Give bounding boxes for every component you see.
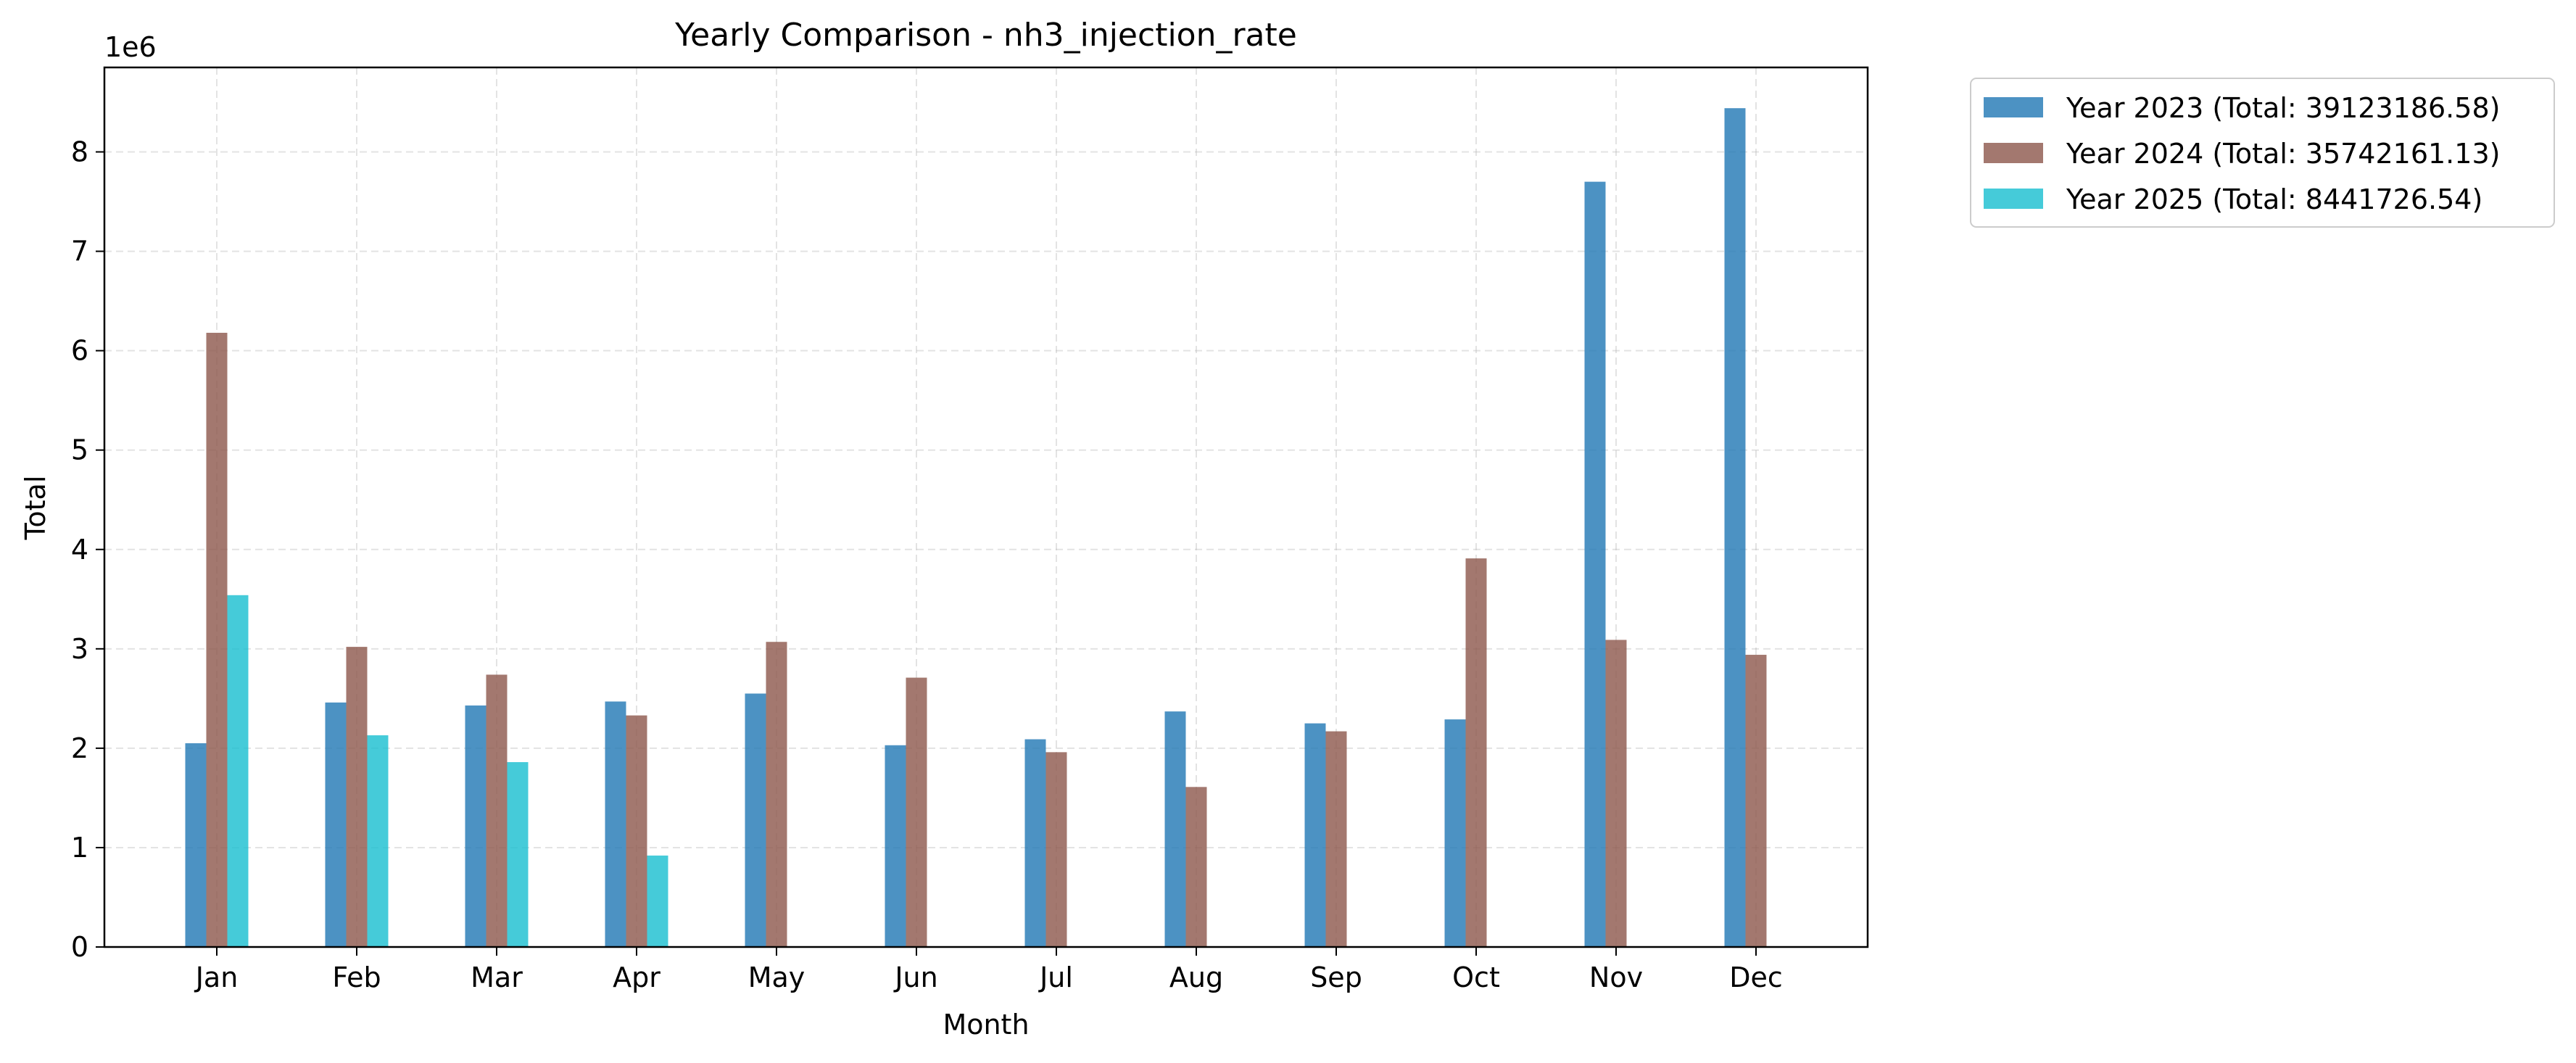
legend-frame (1970, 78, 2555, 228)
x-tick-label: Mar (471, 961, 523, 993)
legend-swatch (1984, 189, 2043, 209)
bar-1-mar (465, 705, 486, 947)
y-tick-label: 6 (71, 335, 88, 367)
y-tick-label: 5 (71, 434, 88, 466)
bar-3-apr (647, 855, 668, 947)
y-tick-label: 2 (71, 732, 88, 764)
y-tick-label: 8 (71, 136, 88, 168)
x-tick-label: Apr (613, 961, 660, 993)
x-axis-label: Month (943, 1009, 1029, 1041)
bar-1-jan (185, 743, 207, 947)
legend-swatch (1984, 97, 2043, 117)
x-tick-label: Jun (893, 961, 937, 993)
y-tick-label: 1 (71, 832, 88, 864)
bar-1-sep (1304, 723, 1326, 947)
plot-frame (103, 66, 1869, 948)
legend-swatch (1984, 143, 2043, 163)
x-tick-label: May (748, 961, 805, 993)
bar-3-mar (507, 762, 529, 947)
bar-2-jun (906, 677, 927, 947)
bar-1-apr (605, 701, 626, 947)
y-axis-label: Total (20, 476, 51, 541)
legend-label: Year 2025 (Total: 8441726.54) (2066, 183, 2482, 215)
legend: Year 2023 (Total: 39123186.58) Year 2024 … (1970, 78, 2555, 228)
bar-2-feb (346, 647, 368, 947)
bar-2-may (766, 642, 787, 947)
chart-title: Yearly Comparison - nh3_injection_rate (674, 17, 1297, 54)
y-tick-label: 3 (71, 633, 88, 665)
legend-label: Year 2023 (Total: 39123186.58) (2066, 92, 2500, 124)
x-tick-label: Oct (1452, 961, 1500, 993)
y-tick-label: 7 (71, 236, 88, 268)
bar-2-oct (1465, 558, 1487, 947)
bar-1-dec (1724, 108, 1746, 948)
x-tick-label: Jan (194, 961, 239, 993)
bar-1-oct (1444, 719, 1466, 947)
x-tick-label: Jul (1038, 961, 1073, 993)
bar-2-sep (1325, 731, 1347, 947)
bar-3-feb (367, 735, 389, 947)
bar-2-aug (1185, 787, 1207, 947)
legend-label: Year 2024 (Total: 35742161.13) (2066, 138, 2500, 170)
bar-2-nov (1605, 640, 1627, 947)
bar-1-feb (325, 702, 347, 947)
bar-3-jan (227, 595, 249, 947)
bar-1-nov (1584, 181, 1606, 948)
bar-1-jul (1024, 739, 1046, 947)
bar-2-apr (626, 715, 647, 947)
bars (185, 108, 1767, 948)
bar-2-jan (206, 332, 228, 947)
y-tick-label: 0 (71, 931, 88, 963)
bar-1-jun (885, 745, 906, 947)
x-tick-label: Aug (1169, 961, 1223, 993)
x-tick-label: Sep (1310, 961, 1362, 993)
y-axis: 0 1 2 3 4 5 6 7 8 (71, 136, 104, 963)
y-axis-offset-label: 1e6 (104, 31, 157, 63)
bar-1-aug (1164, 711, 1186, 947)
y-tick-label: 4 (71, 534, 88, 566)
bar-2-dec (1745, 655, 1767, 947)
bar-2-mar (486, 674, 508, 947)
x-tick-label: Nov (1589, 961, 1643, 993)
bar-1-may (745, 693, 766, 947)
bar-2-jul (1045, 752, 1067, 947)
x-tick-label: Dec (1729, 961, 1783, 993)
x-axis: Jan Feb Mar Apr May Jun Jul Aug Sep Oct Nov Dec (194, 947, 1783, 993)
x-tick-label: Feb (332, 961, 381, 993)
